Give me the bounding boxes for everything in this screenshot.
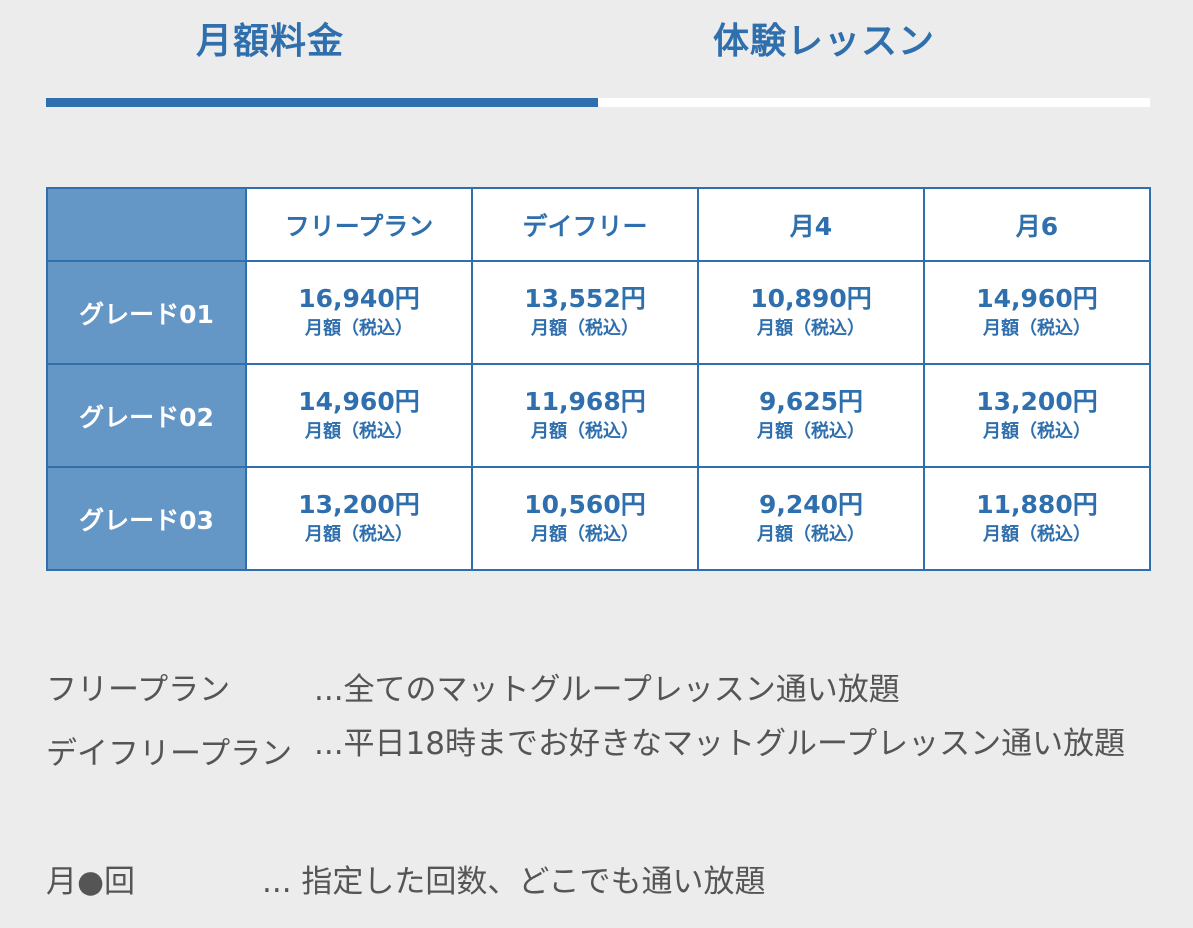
price-cell: 11,880円月額（税込） [923,466,1151,571]
price-cell: 13,200円月額（税込） [923,363,1151,468]
table-row: グレード02 14,960円月額（税込） 11,968円月額（税込） 9,625… [46,363,1151,468]
description-term: 月●回 [46,864,136,900]
grade-label: グレード01 [46,260,247,365]
description-text: ...平日18時までお好きなマットグループレッスン通い放題 [314,726,1126,762]
grade-label: グレード02 [46,363,247,468]
price-note: 月額（税込） [983,523,1091,545]
price-value: 11,880円 [976,489,1098,519]
price-value: 11,968円 [524,386,646,416]
tab-monthly-fee[interactable]: 月額料金 [46,0,598,108]
table-header-row: フリープラン デイフリー 月4 月6 [46,187,1151,262]
price-cell: 10,560円月額（税込） [471,466,699,571]
price-note: 月額（税込） [531,523,639,545]
price-note: 月額（税込） [983,317,1091,339]
price-note: 月額（税込） [305,420,413,442]
tab-monthly-fee-label: 月額料金 [195,21,344,62]
table-corner-cell [46,187,247,262]
price-value: 16,940円 [298,283,420,313]
table-row: グレード03 13,200円月額（税込） 10,560円月額（税込） 9,240… [46,466,1151,571]
price-value: 14,960円 [298,386,420,416]
price-value: 10,890円 [750,283,872,313]
price-cell: 13,552円月額（税込） [471,260,699,365]
price-cell: 16,940円月額（税込） [245,260,473,365]
price-value: 13,552円 [524,283,646,313]
price-note: 月額（税込） [757,523,865,545]
price-cell: 10,890円月額（税込） [697,260,925,365]
description-text: ... 指定した回数、どこでも通い放題 [262,864,766,900]
price-value: 9,625円 [758,386,864,416]
tab-monthly-fee-underline [46,98,598,107]
price-cell: 9,240円月額（税込） [697,466,925,571]
plan-header-monthly-6: 月6 [923,187,1151,262]
price-note: 月額（税込） [757,420,865,442]
price-note: 月額（税込） [305,523,413,545]
plan-header-day-free: デイフリー [471,187,699,262]
price-cell: 14,960円月額（税込） [923,260,1151,365]
description-term: デイフリープラン [46,736,293,772]
price-cell: 13,200円月額（税込） [245,466,473,571]
tab-bar: 月額料金 体験レッスン [46,0,1150,108]
price-note: 月額（税込） [531,420,639,442]
price-note: 月額（税込） [305,317,413,339]
tab-trial-lesson-underline [598,98,1150,107]
price-note: 月額（税込） [983,420,1091,442]
price-note: 月額（税込） [531,317,639,339]
price-note: 月額（税込） [757,317,865,339]
price-value: 10,560円 [524,489,646,519]
tab-trial-lesson[interactable]: 体験レッスン [598,0,1150,108]
price-cell: 11,968円月額（税込） [471,363,699,468]
price-cell: 14,960円月額（税込） [245,363,473,468]
price-cell: 9,625円月額（税込） [697,363,925,468]
price-value: 14,960円 [976,283,1098,313]
grade-label: グレード03 [46,466,247,571]
price-value: 13,200円 [298,489,420,519]
plan-header-monthly-4: 月4 [697,187,925,262]
description-term: フリープラン [46,672,231,708]
plan-header-free: フリープラン [245,187,473,262]
price-value: 9,240円 [758,489,864,519]
table-row: グレード01 16,940円月額（税込） 13,552円月額（税込） 10,89… [46,260,1151,365]
price-value: 13,200円 [976,386,1098,416]
description-text: ...全てのマットグループレッスン通い放題 [314,672,900,708]
tab-trial-lesson-label: 体験レッスン [712,21,935,62]
pricing-table: フリープラン デイフリー 月4 月6 グレード01 16,940円月額（税込） … [46,187,1151,571]
